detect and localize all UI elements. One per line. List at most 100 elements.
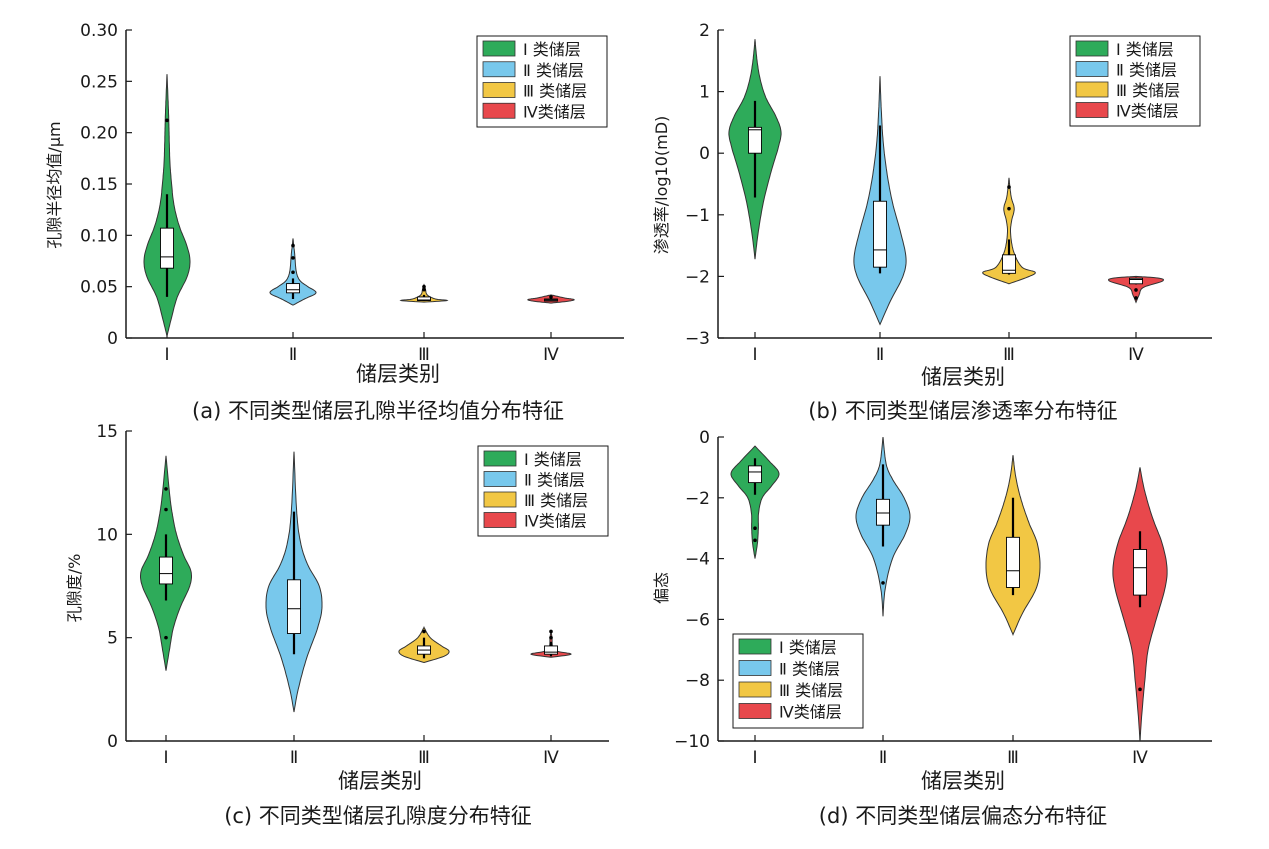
legend-label: Ⅳ类储层 — [523, 102, 586, 121]
outlier-point — [164, 507, 168, 512]
y-tick-label: −3 — [685, 329, 710, 349]
violin-3 — [398, 626, 450, 664]
outlier-point — [422, 287, 426, 292]
y-axis-label: 偏态 — [652, 572, 671, 604]
y-tick-label: 0.25 — [80, 72, 118, 92]
outlier-point — [753, 526, 757, 530]
violin-3 — [982, 177, 1036, 285]
outlier-point — [164, 487, 168, 491]
legend-swatch — [482, 82, 516, 98]
legend-label: Ⅲ 类储层 — [524, 491, 588, 510]
violin-2 — [269, 238, 317, 306]
legend-swatch — [483, 450, 517, 467]
iqr-box — [1129, 277, 1143, 285]
iqr-box — [748, 126, 762, 154]
outlier-point — [753, 538, 757, 543]
iqr-box — [873, 200, 887, 268]
outlier-point — [549, 629, 553, 634]
legend-label: Ⅰ 类储层 — [1116, 40, 1174, 59]
legend-label: Ⅳ类储层 — [1116, 102, 1179, 121]
violin-4 — [1107, 275, 1165, 304]
outlier-point — [549, 295, 553, 299]
y-tick-label: −10 — [674, 732, 710, 752]
y-tick-label: 0.30 — [80, 21, 118, 41]
legend-label: Ⅱ 类储层 — [1116, 61, 1177, 80]
x-tick-label: Ⅰ — [752, 345, 757, 365]
x-tick-label: Ⅰ — [752, 748, 757, 768]
y-tick-label: 1 — [699, 83, 710, 103]
legend-swatch — [1075, 40, 1109, 57]
outlier-point — [422, 629, 426, 634]
y-tick-label: 0.20 — [80, 124, 118, 144]
x-tick-label: Ⅲ — [418, 748, 430, 768]
violin-4 — [1112, 467, 1168, 742]
legend-swatch — [483, 491, 517, 508]
violin-1 — [728, 39, 782, 260]
outlier-point — [1134, 296, 1138, 300]
legend-label: Ⅰ 类储层 — [779, 638, 837, 657]
y-tick-label: −2 — [685, 489, 710, 509]
x-tick-label: Ⅳ — [1128, 345, 1144, 365]
outlier-point — [291, 243, 295, 248]
x-tick-label: Ⅳ — [1132, 748, 1148, 768]
violin-body — [982, 177, 1036, 285]
legend-label: Ⅳ类储层 — [779, 703, 842, 722]
x-axis-label: 储层类别 — [356, 362, 440, 386]
y-tick-label: 15 — [96, 422, 118, 442]
violin-4 — [530, 629, 572, 658]
x-tick-label: Ⅱ — [289, 345, 297, 365]
violin-2 — [265, 451, 323, 713]
violin-4 — [527, 294, 575, 304]
x-tick-label: Ⅱ — [876, 345, 884, 365]
x-tick-label: Ⅱ — [290, 748, 298, 768]
iqr-box — [287, 579, 301, 634]
violin-body — [399, 283, 449, 303]
legend-label: Ⅱ 类储层 — [523, 61, 584, 80]
outlier-point — [1007, 206, 1011, 211]
y-tick-label: 0.10 — [80, 226, 118, 246]
iqr-box — [417, 296, 431, 301]
y-tick-label: 0 — [107, 329, 118, 349]
legend-label: Ⅲ 类储层 — [1116, 81, 1180, 100]
legend-swatch — [1075, 61, 1109, 77]
panel-c-porosity: 孔隙度/% 储层类别 (c) 不同类型储层孔隙度分布特征 0 5 10 15 Ⅰ Ⅱ Ⅲ Ⅳ Ⅰ… — [65, 422, 609, 828]
outlier-point — [164, 635, 168, 640]
violin-2 — [853, 76, 907, 326]
x-axis-label: 储层类别 — [921, 769, 1005, 793]
violin-3 — [399, 283, 449, 303]
panel-caption: (c) 不同类型储层孔隙度分布特征 — [224, 804, 532, 828]
legend-swatch — [738, 660, 772, 676]
y-axis-label: 孔隙度/% — [65, 554, 84, 623]
x-tick-label: Ⅰ — [163, 748, 168, 768]
violin-3 — [985, 455, 1041, 636]
panel-caption: (d) 不同类型储层偏态分布特征 — [819, 804, 1107, 828]
iqr-box — [748, 465, 762, 484]
violin-body — [730, 445, 780, 559]
y-tick-label: 0 — [699, 428, 710, 448]
legend-swatch — [1075, 102, 1109, 118]
outlier-point — [422, 284, 426, 289]
y-tick-label: 5 — [107, 629, 118, 649]
legend-label: Ⅱ 类储层 — [779, 660, 840, 679]
legend-swatch — [483, 512, 517, 528]
legend-swatch — [738, 681, 772, 698]
outlier-point — [1134, 288, 1138, 292]
violin-1 — [730, 445, 780, 559]
legend-label: Ⅲ 类储层 — [779, 681, 843, 700]
panel-a-pore-radius: 孔隙半径均值/μm 储层类别 (a) 不同类型储层孔隙半径均值分布特征 0 0.0… — [45, 21, 624, 423]
iqr-box — [1133, 549, 1147, 596]
x-tick-label: Ⅱ — [879, 748, 887, 768]
legend-swatch — [482, 61, 516, 78]
y-tick-label: 0 — [699, 144, 710, 164]
legend: Ⅰ 类储层 Ⅱ 类储层 Ⅲ 类储层 Ⅳ类储层 — [732, 633, 864, 729]
y-tick-label: −8 — [685, 671, 710, 691]
panel-caption: (a) 不同类型储层孔隙半径均值分布特征 — [192, 399, 564, 423]
y-tick-label: 0 — [107, 732, 118, 752]
iqr-box — [544, 645, 558, 655]
legend-swatch — [483, 471, 517, 487]
x-axis-label: 储层类别 — [338, 769, 422, 793]
iqr-box — [876, 498, 890, 526]
legend-label: Ⅱ 类储层 — [524, 471, 585, 490]
